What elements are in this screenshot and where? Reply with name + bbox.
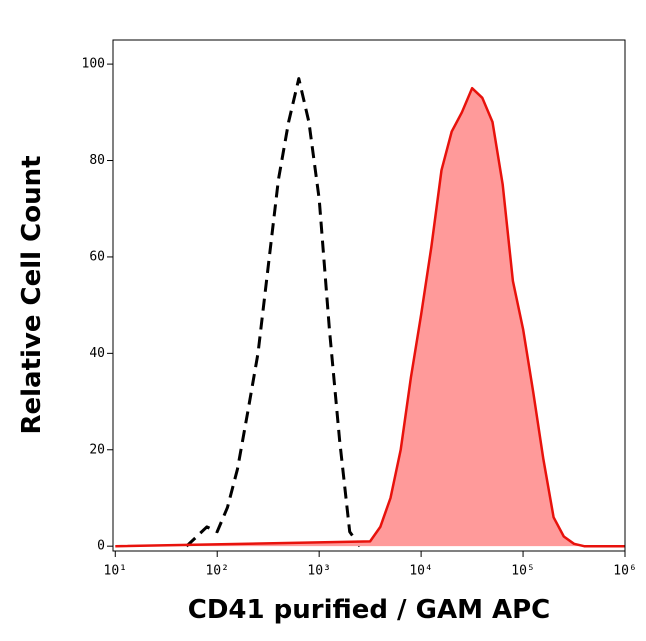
- x-axis-title: CD41 purified / GAM APC: [188, 595, 551, 625]
- plot-frame: [112, 39, 626, 552]
- x-tick-label: 10⁵: [511, 564, 534, 579]
- line: [185, 77, 362, 548]
- area: [115, 88, 625, 547]
- x-tick-label: 10¹: [104, 564, 127, 579]
- y-tick-label: 80: [89, 153, 105, 168]
- x-tick-label: 10³: [307, 564, 330, 579]
- y-tick-label: 60: [89, 249, 105, 264]
- line: [115, 86, 625, 548]
- y-tick-label: 40: [89, 346, 105, 361]
- y-axis-title: Relative Cell Count: [17, 155, 47, 434]
- y-tick-label: 100: [82, 57, 105, 72]
- y-tick-label: 0: [97, 539, 105, 554]
- x-tick-label: 10⁶: [613, 564, 636, 579]
- x-tick-label: 10⁴: [409, 564, 432, 579]
- x-tick-label: 10²: [205, 564, 228, 579]
- y-tick-label: 20: [89, 442, 105, 457]
